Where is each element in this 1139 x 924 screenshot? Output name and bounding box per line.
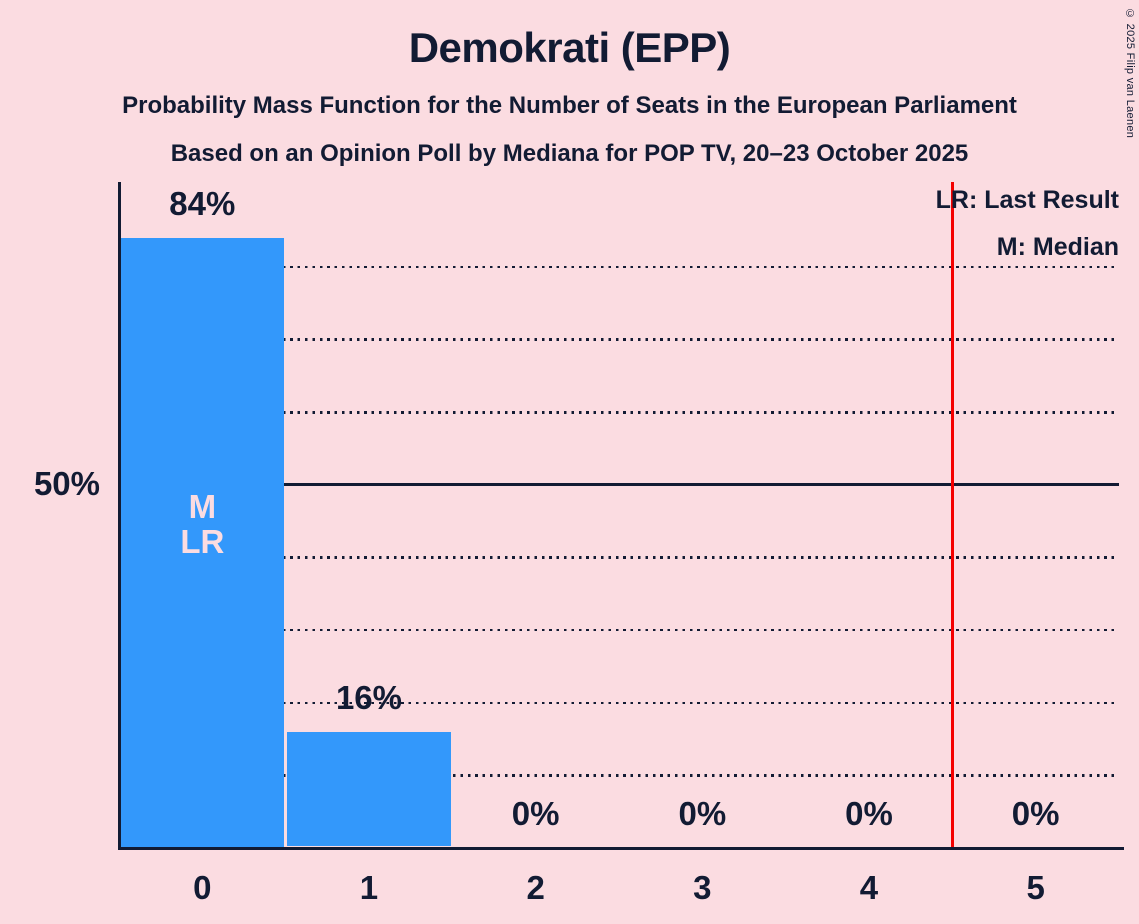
legend-last-result: LR: Last Result	[935, 186, 1119, 214]
x-tick-label-1: 1	[359, 869, 379, 906]
chart-subtitle-line2: Based on an Opinion Poll by Mediana for …	[170, 140, 969, 167]
gridline-20pct	[120, 701, 1119, 704]
bar-1	[287, 731, 451, 847]
bar-value-label-4: 0%	[845, 795, 893, 832]
x-tick-label-0: 0	[193, 869, 212, 906]
bar-annotation-median-last-result: M LR	[119, 489, 286, 559]
bar-value-label-2: 0%	[511, 795, 560, 832]
x-axis-line	[117, 846, 1124, 850]
bar-value-label-3: 0%	[678, 795, 727, 832]
gridline-40pct	[120, 556, 1119, 559]
red-vertical-line	[951, 182, 954, 848]
bar-annotation-line: M	[188, 488, 217, 525]
y-axis-line	[117, 182, 121, 850]
gridline-60pct	[120, 411, 1119, 414]
x-tick-label-3: 3	[693, 869, 712, 906]
bar-value-label-5: 0%	[1011, 795, 1060, 832]
gridline-80pct	[120, 265, 1119, 269]
copyright-notice: © 2025 Filip van Laenen	[1124, 8, 1136, 139]
gridline-30pct	[120, 628, 1119, 632]
bar-value-label-0: 84%	[169, 185, 236, 222]
bar-annotation-line: LR	[180, 523, 225, 560]
x-tick-label-5: 5	[1026, 869, 1045, 906]
chart-title: Demokrati (EPP)	[408, 24, 731, 71]
reference-line-50pct	[120, 483, 1119, 487]
y-axis-50pct-label: 50%	[33, 465, 100, 502]
bar-value-label-1: 16%	[335, 678, 403, 716]
gridline-70pct	[120, 338, 1119, 341]
legend-median: M: Median	[996, 233, 1119, 261]
chart-subtitle-line1: Probability Mass Function for the Number…	[122, 92, 1017, 119]
bar-0	[120, 238, 285, 847]
x-tick-label-2: 2	[526, 869, 545, 906]
gridline-10pct	[120, 774, 1119, 777]
x-tick-label-4: 4	[859, 869, 879, 906]
